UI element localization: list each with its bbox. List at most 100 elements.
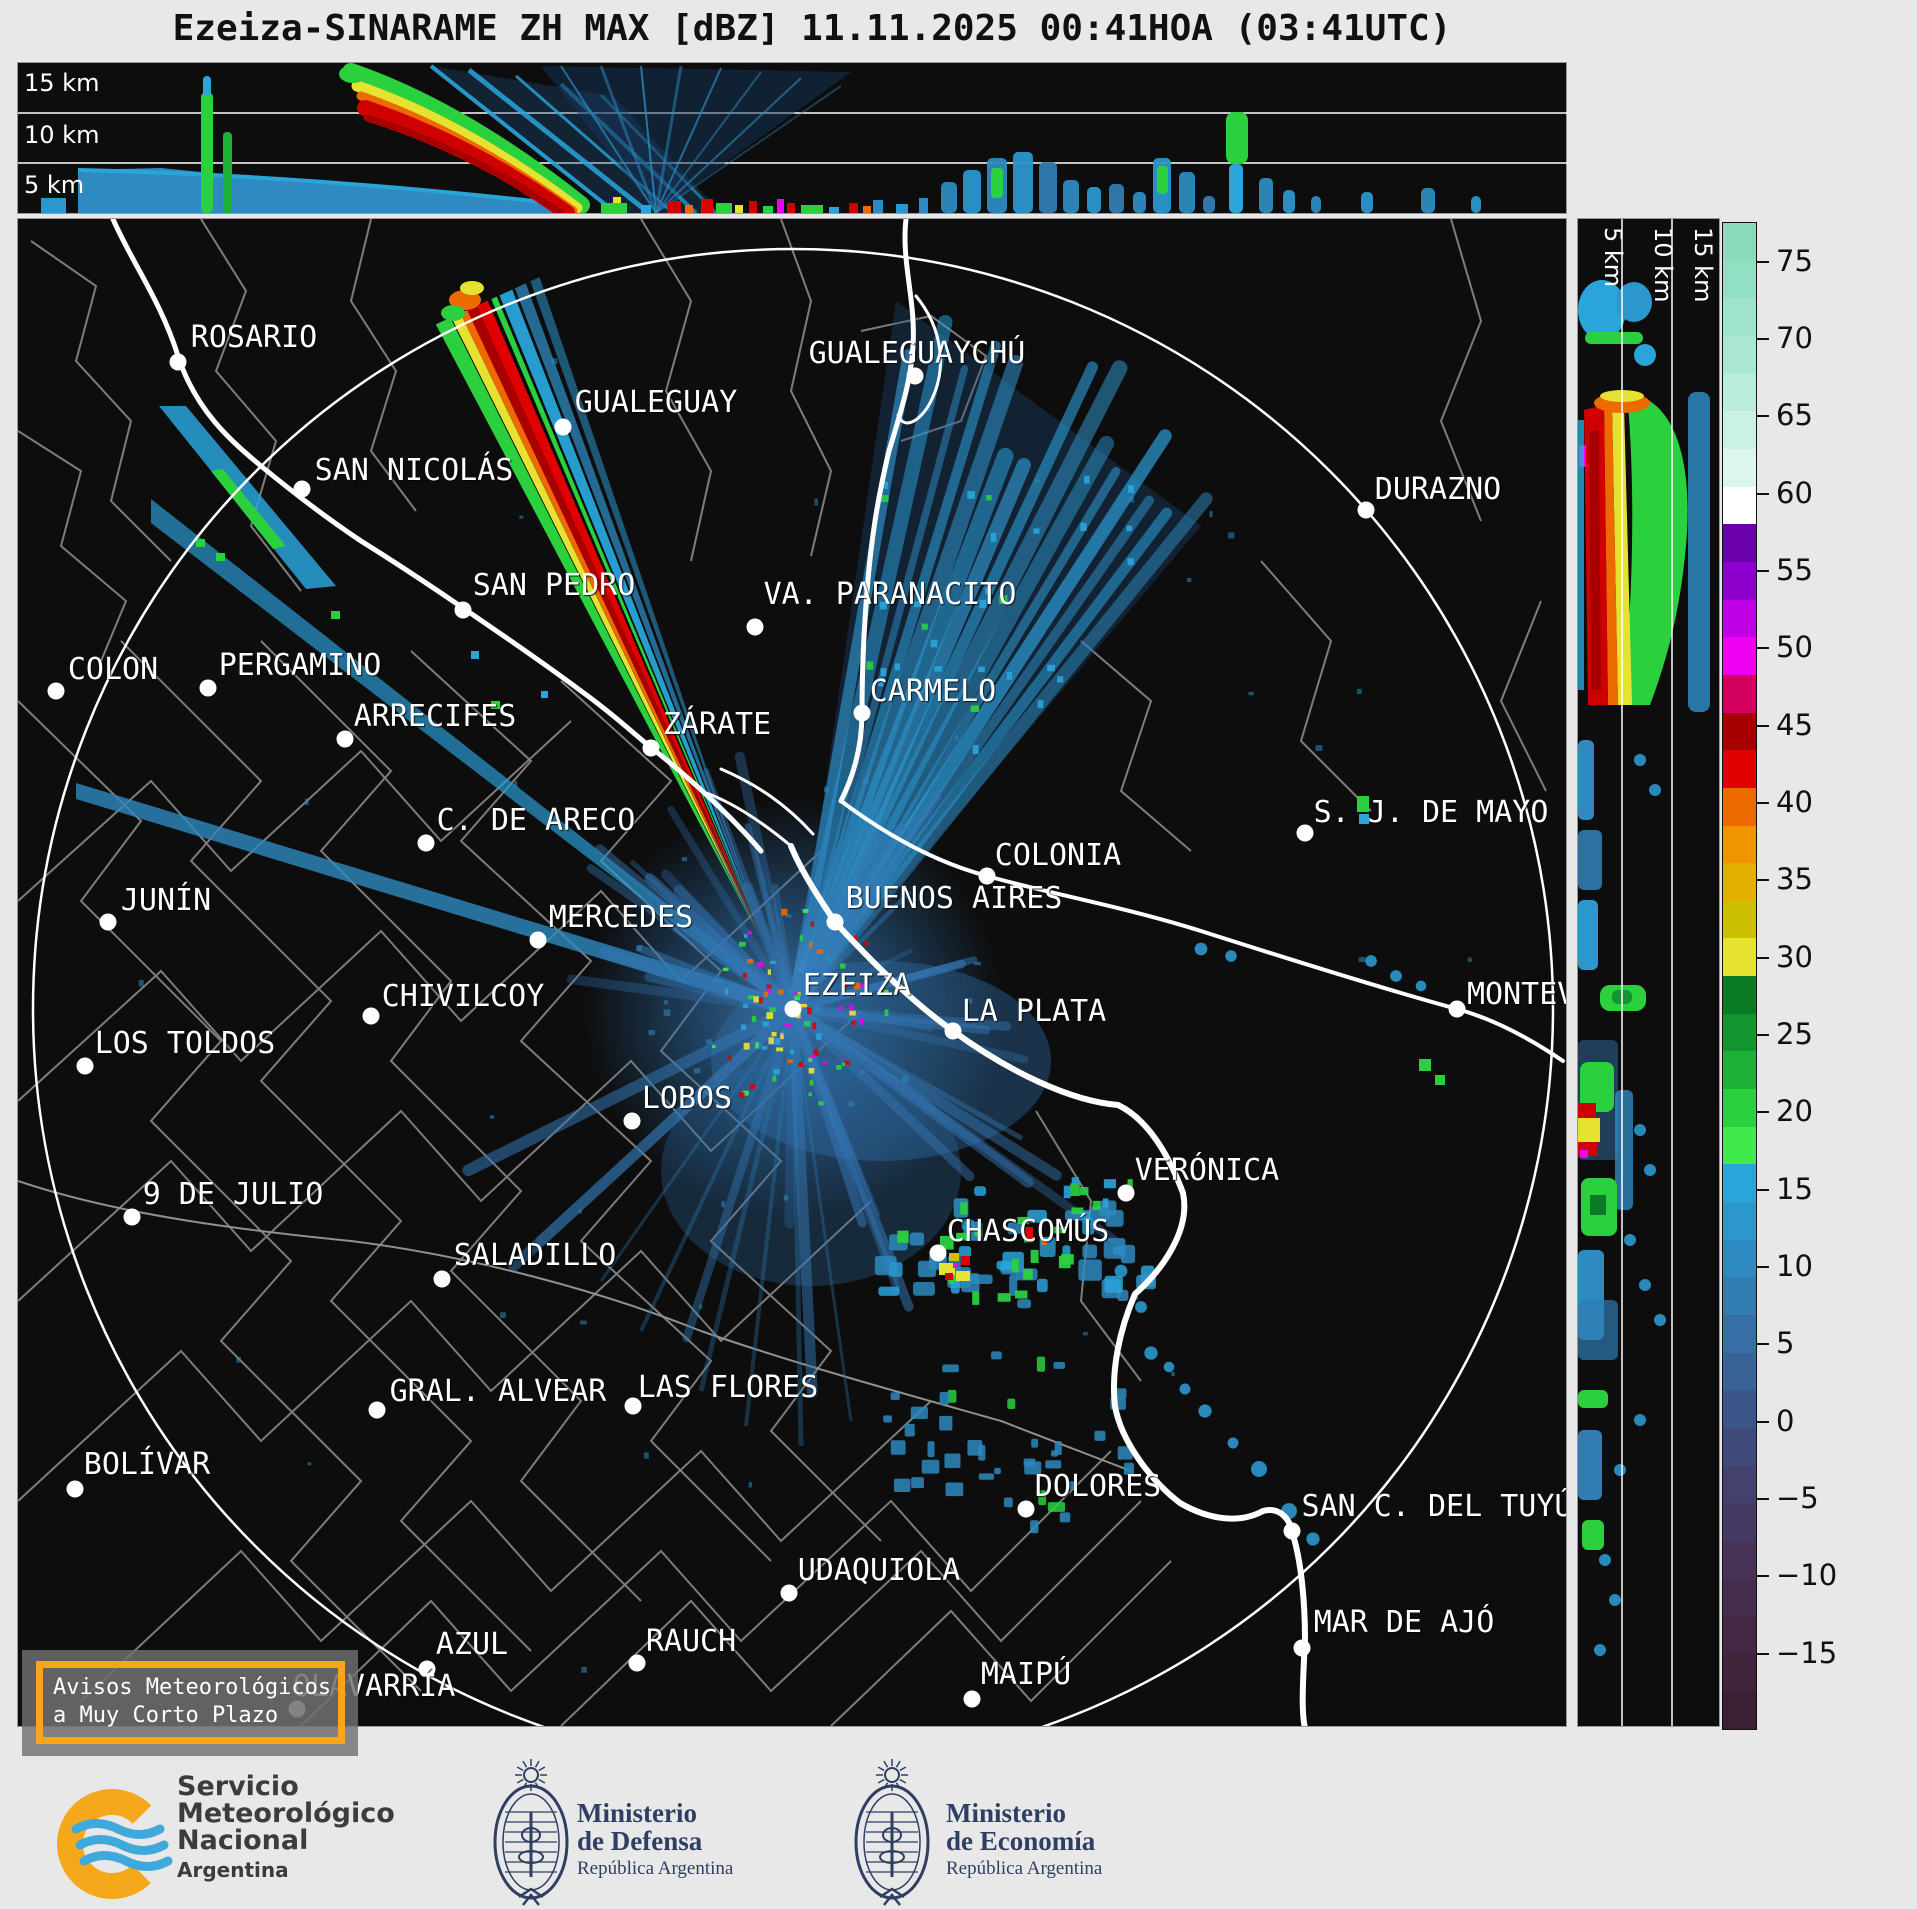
city-label: SALADILLO (453, 1237, 617, 1273)
colorbar-segment (1723, 298, 1756, 336)
colorbar-segment (1723, 1653, 1756, 1692)
city-label: MONTEVIDEO (1467, 976, 1566, 1012)
smn-country: Argentina (177, 1858, 289, 1882)
colorbar-segment (1723, 712, 1756, 751)
colorbar-tick-label: 60 (1776, 475, 1813, 510)
ns-cross-section-graphic (1578, 219, 1710, 1726)
height-label: 15 km (24, 69, 100, 97)
colorbar-segment (1723, 260, 1756, 299)
colorbar-segment (1723, 900, 1756, 939)
colorbar-tick-label: 20 (1776, 1094, 1813, 1129)
colorbar-tick (1757, 1343, 1769, 1346)
colorbar-tick-label: 55 (1776, 553, 1813, 587)
radar-map-graphic (18, 219, 1565, 1726)
colorbar-segment (1723, 825, 1756, 864)
colorbar-tick (1757, 1652, 1769, 1655)
city-label: JUNÍN (120, 882, 212, 918)
city-dot (624, 1397, 642, 1415)
notice-line1: Avisos Meteorológicos (53, 1675, 332, 1700)
colorbar-tick-label: 10 (1776, 1249, 1813, 1283)
city-dot (1448, 1000, 1466, 1018)
economia-logo-text: Ministerio de Economía República Argenti… (946, 1799, 1102, 1880)
smn-logo (57, 1789, 173, 1899)
ns-cross-section-panel: 5 km 10 km 15 km (1577, 218, 1720, 1727)
colorbar-segment (1723, 1089, 1756, 1127)
economia-line1: Ministerio (946, 1798, 1066, 1828)
city-dot (623, 1112, 641, 1130)
city-label: CARMELO (869, 673, 997, 709)
city-dot (199, 679, 217, 697)
city-dot (929, 1244, 947, 1262)
colorbar-tick-label: −10 (1776, 1558, 1838, 1593)
colorbar-tick (1757, 338, 1769, 340)
city-label: ROSARIO (190, 319, 318, 355)
city-dot (1283, 1522, 1301, 1540)
defensa-line1: Ministerio (577, 1798, 697, 1828)
colorbar-tick-label: −5 (1776, 1481, 1819, 1515)
city-dot (169, 353, 187, 371)
colorbar-segment (1723, 863, 1756, 901)
colorbar-segment (1723, 1465, 1756, 1504)
city-dot (853, 704, 871, 722)
city-dot (47, 682, 65, 700)
colorbar-tick (1757, 260, 1769, 263)
city-dot (746, 618, 764, 636)
city-dot (1296, 824, 1314, 842)
colorbar-segment (1723, 373, 1756, 412)
radar-map: ROSARIO GUALEGUAYCHÚ GUALEGUAY SAN NICOLÁS D… (17, 218, 1567, 1727)
ew-cross-section-panel: 15 km 10 km 5 km (17, 62, 1568, 214)
short-term-warnings-banner[interactable]: Avisos Meteorológicos a Muy Corto Plazo (36, 1661, 345, 1744)
colorbar-tick-label: 40 (1776, 785, 1813, 819)
colorbar-segment (1723, 787, 1756, 826)
colorbar-tick-label: 30 (1776, 939, 1813, 974)
city-label: EZEIZA (802, 967, 912, 1003)
city-label: PERGAMINO (218, 647, 382, 683)
colorbar-tick (1757, 802, 1769, 804)
colorbar-segment (1723, 1126, 1756, 1165)
colorbar-tick (1757, 1266, 1769, 1268)
colorbar-segment (1723, 1578, 1756, 1617)
city-dot (628, 1654, 646, 1672)
city-label: ZÁRATE (662, 706, 772, 742)
city-label: 9 DE JULIO (142, 1176, 324, 1212)
city-label: SAN NICOLÁS (314, 452, 514, 488)
city-label: LA PLATA (961, 993, 1107, 1029)
colorbar-segment (1723, 448, 1756, 487)
city-dot (826, 913, 844, 931)
coat-of-arms-icon (493, 1759, 569, 1906)
colorbar-tick-label: 45 (1776, 707, 1813, 742)
page-title: Ezeiza-SINARAME ZH MAX [dBZ] 11.11.2025 … (172, 8, 1452, 49)
city-label: SAN C. DEL TUYÚ (1301, 1488, 1567, 1524)
ew-cross-section-graphic (18, 63, 1568, 213)
colorbar-tick (1757, 724, 1769, 727)
colorbar-segment (1723, 1164, 1756, 1203)
city-dot (418, 1660, 436, 1678)
city-dot (529, 931, 547, 949)
colorbar-segment (1723, 223, 1756, 261)
colorbar-tick-label: 0 (1776, 1403, 1795, 1438)
city-label: CHIVILCOY (381, 978, 545, 1014)
colorbar-segment (1723, 938, 1756, 977)
height-label: 5 km (24, 171, 85, 199)
colorbar-tick (1757, 1575, 1769, 1578)
city-dot (642, 739, 660, 757)
colorbar-segment (1723, 1428, 1756, 1466)
city-dot (1357, 501, 1375, 519)
colorbar-tick-label: 15 (1776, 1171, 1813, 1206)
height-label: 15 km (1689, 227, 1717, 303)
footer-logos-graphic (57, 1759, 930, 1906)
colorbar-segment (1723, 1051, 1756, 1090)
city-dot (906, 367, 924, 385)
colorbar-tick (1757, 647, 1769, 650)
city-label: GRAL. ALVEAR (389, 1373, 607, 1409)
city-dot (293, 480, 311, 498)
colorbar-segment (1723, 1616, 1756, 1654)
city-label: AZUL (435, 1626, 509, 1662)
city-label: RAUCH (645, 1623, 737, 1659)
city-label: DOLORES (1034, 1468, 1162, 1504)
city-dot (780, 1584, 798, 1602)
colorbar-segment (1723, 976, 1756, 1014)
colorbar-tick (1757, 1498, 1769, 1500)
height-label: 10 km (24, 121, 100, 149)
